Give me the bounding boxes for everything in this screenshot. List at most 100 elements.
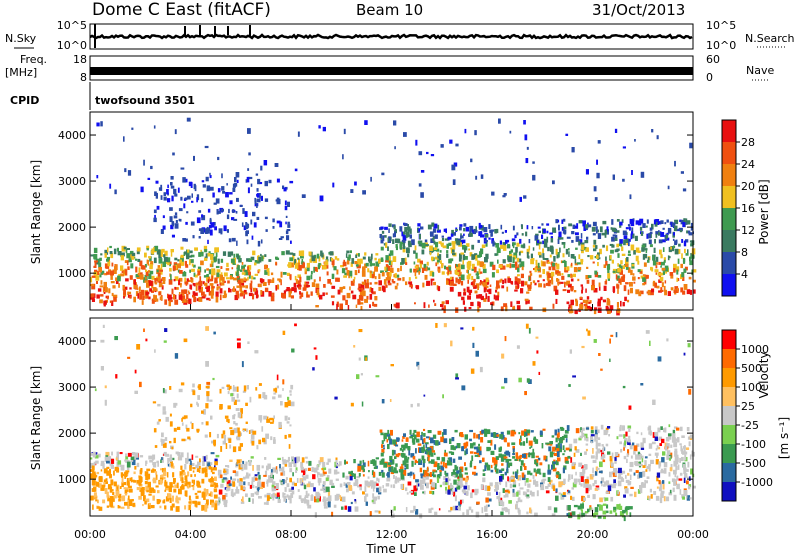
velocity-cell	[668, 457, 671, 461]
power-cell	[235, 272, 239, 276]
velocity-cell	[594, 512, 599, 515]
velocity-cell	[380, 452, 384, 457]
velocity-cell	[193, 479, 195, 485]
velocity-cell	[109, 486, 113, 493]
velocity-cell	[286, 421, 290, 424]
velocity-cell	[208, 466, 212, 470]
velocity-cell	[381, 444, 383, 449]
velocity-cell	[378, 492, 382, 495]
velocity-cell	[622, 385, 626, 389]
velocity-cell	[534, 512, 538, 517]
velocity-cell	[239, 481, 242, 485]
power-cell	[371, 253, 373, 260]
power-cell	[405, 262, 408, 265]
velocity-cell	[394, 456, 397, 459]
power-cell	[546, 230, 549, 234]
velocity-cell	[212, 377, 215, 381]
velocity-cell	[672, 433, 676, 439]
power-cell	[523, 120, 526, 125]
velocity-cell	[117, 505, 120, 509]
power-cell	[505, 305, 508, 312]
velocity-cell	[482, 473, 486, 476]
power-cell	[672, 238, 675, 241]
velocity-cell	[623, 494, 626, 498]
power-cell	[483, 298, 487, 302]
power-cell	[102, 287, 105, 293]
velocity-cell	[661, 438, 665, 444]
velocity-cell	[307, 504, 312, 509]
velocity-cell	[674, 451, 678, 457]
velocity-cell	[146, 490, 149, 493]
power-cell	[414, 265, 418, 269]
velocity-cell	[262, 392, 266, 398]
velocity-cell	[116, 486, 119, 490]
velocity-cell	[423, 437, 426, 443]
velocity-cell	[637, 451, 641, 456]
velocity-cell	[626, 458, 628, 463]
velocity-cell	[414, 459, 418, 463]
velocity-cell	[186, 452, 189, 459]
power-cell	[663, 257, 666, 262]
velocity-cell	[192, 390, 196, 396]
power-cell	[207, 285, 210, 291]
velocity-cell	[421, 476, 425, 479]
power-cell	[610, 249, 614, 254]
velocity-y-tick-label: 2000	[58, 427, 86, 440]
velocity-cell	[471, 509, 474, 513]
velocity-cell	[629, 444, 633, 450]
power-cell	[642, 283, 645, 286]
velocity-cell	[100, 366, 104, 371]
velocity-cell	[549, 451, 554, 458]
velocity-cell	[270, 421, 274, 424]
power-cell	[468, 307, 472, 310]
x-tick-label: 12:00	[376, 528, 408, 541]
velocity-cell	[665, 496, 670, 502]
power-cell	[521, 233, 524, 236]
power-cell	[582, 299, 586, 303]
velocity-cell	[226, 384, 230, 387]
velocity-cell	[245, 402, 248, 406]
velocity-cell	[569, 349, 572, 354]
velocity-cell	[444, 470, 447, 475]
velocity-cell	[506, 467, 509, 473]
power-cell	[685, 253, 689, 256]
velocity-cell	[683, 448, 686, 454]
power-cell	[478, 231, 483, 237]
power-cell	[402, 233, 405, 238]
velocity-cell	[624, 440, 626, 446]
power-cell	[173, 215, 178, 219]
power-cell	[148, 256, 151, 259]
velocity-cell	[126, 478, 129, 482]
velocity-cell	[507, 476, 509, 482]
velocity-cell	[592, 483, 595, 487]
velocity-cell	[454, 495, 457, 502]
power-cell	[501, 231, 504, 234]
power-cell	[318, 262, 321, 266]
velocity-cell	[152, 461, 157, 466]
power-cell	[209, 229, 213, 236]
power-cell	[192, 295, 196, 298]
velocity-cell	[557, 428, 560, 433]
velocity-cell	[564, 430, 569, 434]
velocity-cell	[609, 510, 613, 514]
power-cell	[90, 293, 94, 298]
velocity-cell	[625, 431, 628, 437]
velocity-cell	[213, 331, 216, 335]
power-cell	[430, 154, 435, 157]
power-cell	[148, 296, 151, 300]
velocity-cell	[284, 487, 287, 492]
power-cell	[629, 194, 632, 200]
velocity-cell	[422, 491, 424, 494]
velocity-cell	[410, 510, 414, 513]
velocity-cell	[227, 487, 231, 491]
velocity-cell	[689, 454, 692, 460]
power-cell	[301, 259, 304, 265]
power-cell	[478, 225, 483, 229]
power-cell	[127, 248, 130, 250]
velocity-cell	[613, 509, 616, 513]
power-cell	[622, 178, 625, 182]
power-cell	[180, 284, 182, 288]
power-cell	[516, 279, 518, 283]
velocity-cell	[630, 486, 634, 489]
velocity-cell	[606, 483, 609, 488]
